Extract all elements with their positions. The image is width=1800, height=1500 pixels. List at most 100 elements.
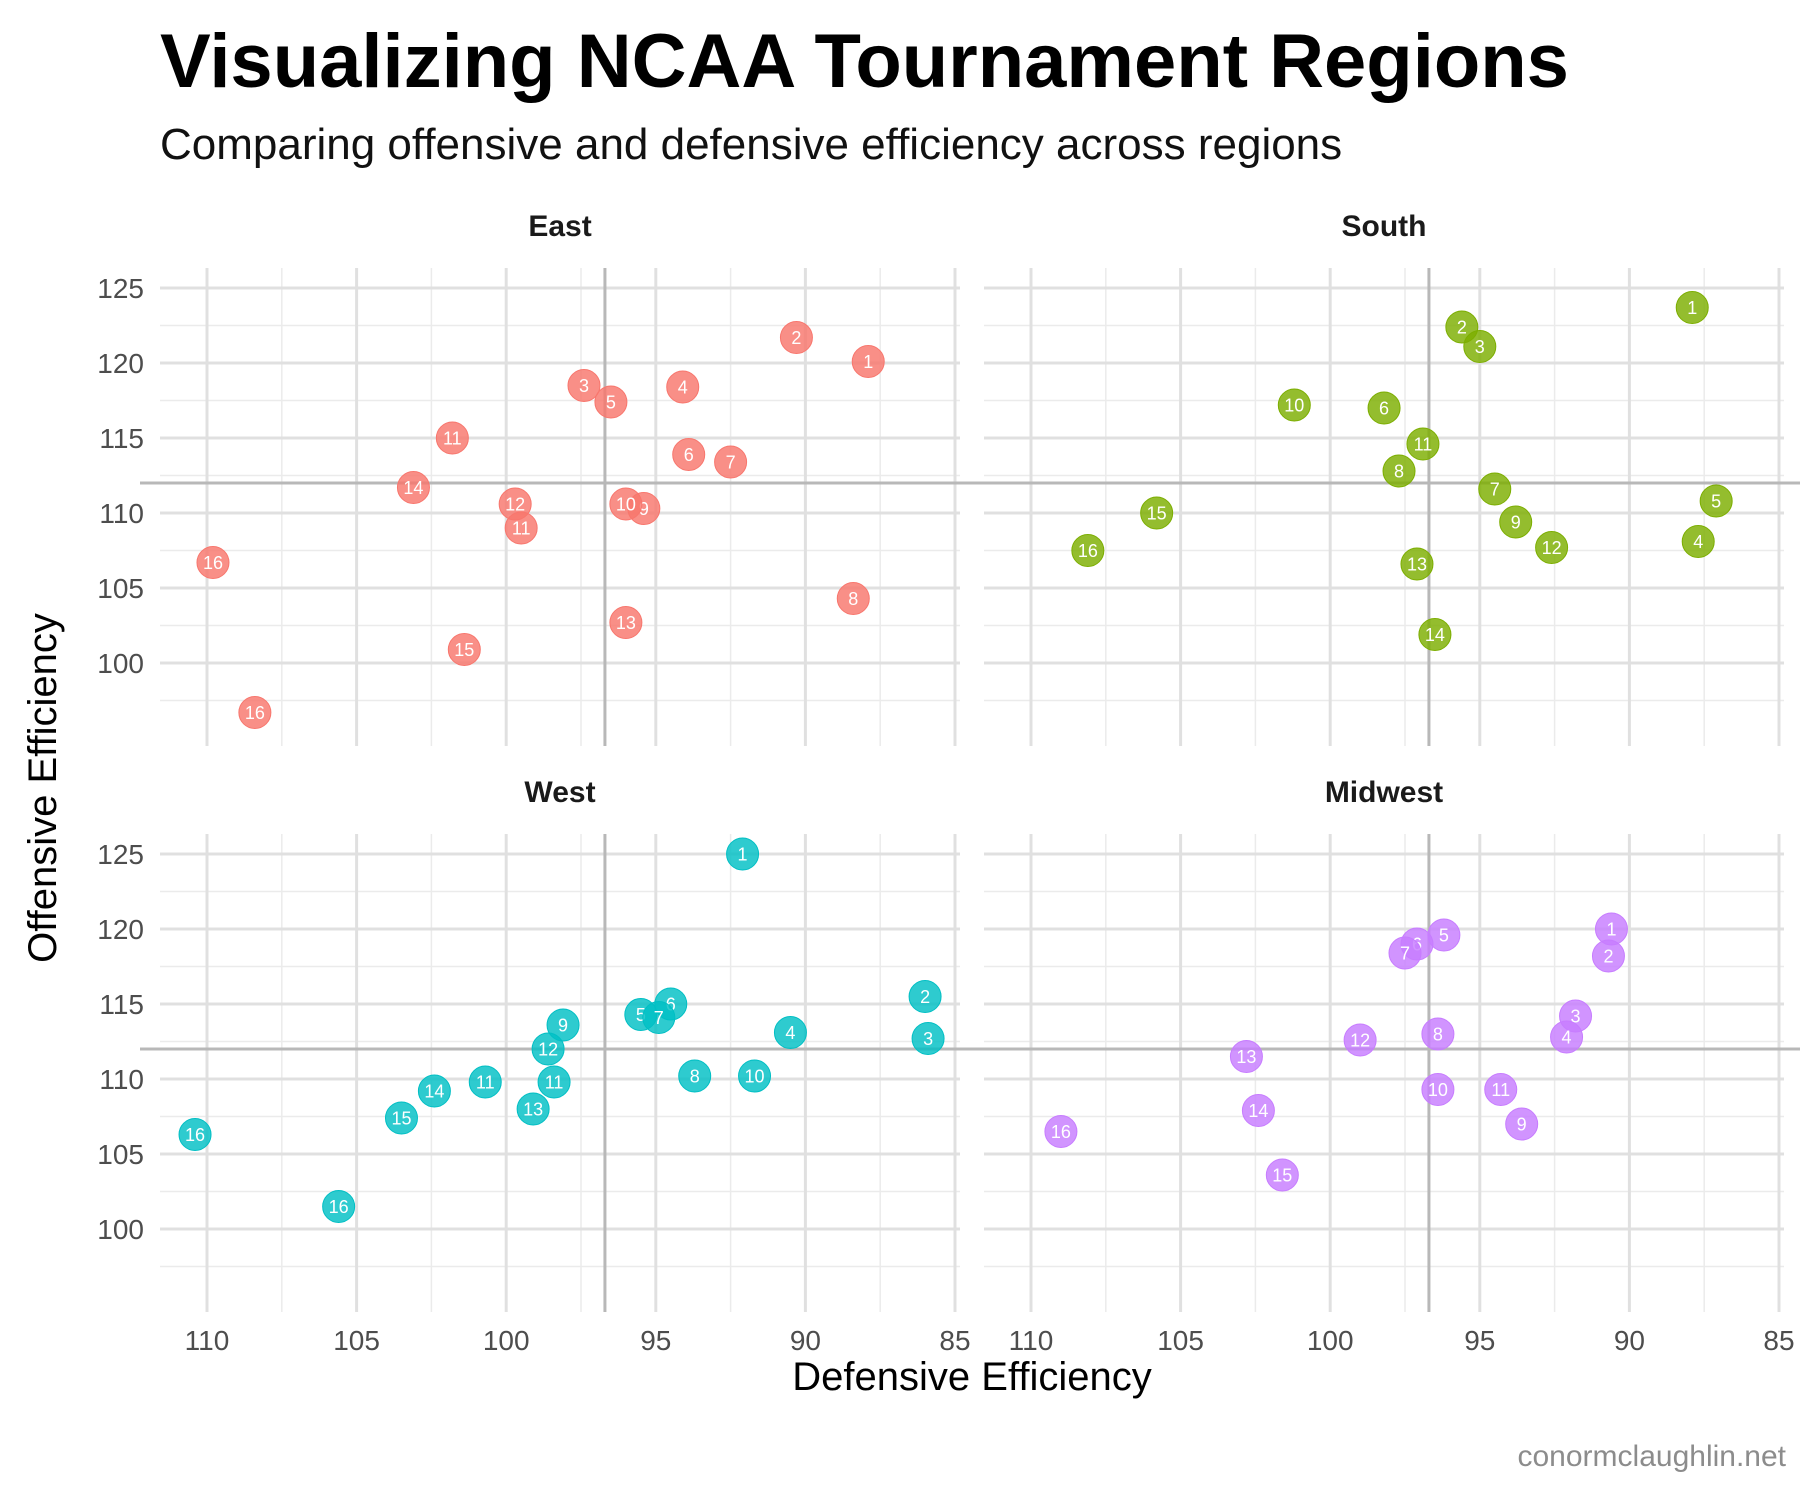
- point-midwest-seed-16: [1044, 1115, 1078, 1148]
- point-south-seed-6: [1367, 391, 1401, 425]
- point-label-east-seed-16: 16: [203, 553, 223, 573]
- facet-label-east: East: [528, 210, 591, 243]
- point-east-seed-12: [498, 487, 532, 521]
- y-tick-label: 120: [97, 348, 144, 379]
- point-label-west-seed-14: 14: [424, 1082, 444, 1102]
- point-south-seed-10: [1277, 388, 1311, 422]
- point-label-midwest-seed-9: 9: [1517, 1115, 1527, 1135]
- y-tick-label: 125: [97, 839, 144, 870]
- point-east-seed-7: [714, 445, 748, 479]
- point-east-seed-14: [396, 471, 430, 504]
- point-label-east-seed-3: 3: [579, 376, 589, 396]
- point-east-seed-4: [666, 370, 700, 404]
- point-label-midwest-seed-10: 10: [1428, 1080, 1448, 1100]
- point-label-east-seed-8: 8: [848, 589, 858, 609]
- point-label-east-seed-11: 11: [443, 429, 462, 449]
- point-label-midwest-seed-15: 15: [1272, 1166, 1292, 1186]
- point-label-south-seed-15: 15: [1147, 504, 1167, 524]
- point-label-west-seed-3: 3: [923, 1029, 933, 1049]
- point-label-south-seed-10: 10: [1284, 396, 1304, 416]
- point-west-seed-10: [738, 1059, 772, 1093]
- point-east-seed-1: [851, 345, 885, 378]
- point-label-east-seed-13: 13: [616, 613, 636, 633]
- point-east-seed-6: [672, 438, 706, 471]
- point-label-south-seed-1: 1: [1687, 298, 1697, 318]
- point-west-seed-14: [417, 1074, 451, 1108]
- point-label-west-seed-10: 10: [745, 1067, 765, 1087]
- point-label-east-seed-2: 2: [791, 328, 801, 348]
- point-label-west-seed-16: 16: [185, 1125, 205, 1145]
- point-label-south-seed-16: 16: [1078, 541, 1098, 561]
- y-axis-title: Offensive Efficiency: [21, 613, 65, 963]
- point-west-seed-8: [678, 1059, 712, 1093]
- point-label-west-seed-2: 2: [920, 987, 930, 1007]
- x-tick-label: 100: [1307, 1325, 1354, 1356]
- y-tick-label: 125: [97, 273, 144, 304]
- point-south-seed-1: [1675, 291, 1709, 324]
- point-midwest-seed-7: [1388, 936, 1422, 970]
- point-label-east-seed-7: 7: [726, 453, 736, 473]
- y-tick-label: 100: [97, 1214, 144, 1245]
- point-west-seed-7: [642, 1001, 676, 1034]
- point-label-midwest-seed-1: 1: [1606, 920, 1616, 940]
- point-label-midwest-seed-2: 2: [1603, 947, 1613, 967]
- point-label-midwest-seed-12: 12: [1350, 1031, 1370, 1051]
- point-west-seed-1: [726, 837, 760, 871]
- y-tick-label: 105: [97, 1139, 144, 1170]
- point-label-south-seed-13: 13: [1407, 555, 1427, 575]
- point-midwest-seed-8: [1421, 1017, 1455, 1051]
- point-label-east-seed-14: 14: [403, 478, 423, 498]
- point-midwest-seed-9: [1505, 1107, 1539, 1141]
- point-label-south-seed-14: 14: [1425, 625, 1445, 645]
- facet-label-south: South: [1342, 210, 1427, 243]
- point-label-midwest-seed-7: 7: [1400, 944, 1410, 964]
- x-axis-title: Defensive Efficiency: [792, 1355, 1151, 1399]
- point-label-east-seed-4: 4: [678, 378, 688, 398]
- point-label-west-seed-8: 8: [690, 1067, 700, 1087]
- point-west-seed-15: [384, 1101, 418, 1135]
- caption: conormclaughlin.net: [1517, 1440, 1787, 1473]
- point-south-seed-3: [1463, 330, 1497, 363]
- x-tick-label: 90: [1614, 1325, 1645, 1356]
- point-east-seed-10: [609, 487, 643, 521]
- point-south-seed-11: [1406, 427, 1440, 461]
- point-south-seed-15: [1140, 496, 1174, 530]
- point-label-west-seed-1: 1: [738, 845, 748, 865]
- point-label-south-seed-6: 6: [1379, 399, 1389, 419]
- point-east-seed-16: [238, 696, 272, 729]
- point-label-midwest-seed-11: 11: [1491, 1080, 1510, 1100]
- point-label-east-seed-11: 11: [512, 519, 531, 539]
- x-tick-label: 110: [1009, 1325, 1054, 1356]
- x-tick-label: 95: [1464, 1325, 1495, 1356]
- point-label-east-seed-6: 6: [684, 445, 694, 465]
- point-label-midwest-seed-13: 13: [1236, 1047, 1256, 1067]
- point-label-midwest-seed-8: 8: [1433, 1025, 1443, 1045]
- point-label-west-seed-11: 11: [476, 1073, 495, 1093]
- y-tick-label: 115: [99, 989, 144, 1020]
- y-tick-label: 115: [99, 423, 144, 454]
- point-label-east-seed-16: 16: [245, 703, 265, 723]
- point-midwest-seed-10: [1421, 1073, 1455, 1106]
- x-tick-label: 100: [483, 1325, 530, 1356]
- point-west-seed-12: [531, 1032, 565, 1066]
- point-south-seed-13: [1400, 547, 1434, 581]
- point-east-seed-16: [196, 546, 230, 579]
- point-south-seed-16: [1071, 534, 1105, 567]
- point-label-midwest-seed-5: 5: [1439, 926, 1449, 946]
- point-label-west-seed-12: 12: [538, 1040, 558, 1060]
- point-label-midwest-seed-4: 4: [1562, 1028, 1572, 1048]
- point-west-seed-16: [322, 1190, 356, 1223]
- point-label-midwest-seed-3: 3: [1571, 1007, 1581, 1027]
- point-midwest-seed-14: [1241, 1094, 1275, 1127]
- point-label-east-seed-12: 12: [505, 495, 525, 515]
- point-midwest-seed-12: [1343, 1023, 1377, 1057]
- y-tick-label: 110: [99, 1064, 144, 1095]
- point-south-seed-12: [1535, 531, 1569, 564]
- point-midwest-seed-15: [1265, 1158, 1299, 1192]
- point-west-seed-9: [546, 1008, 580, 1042]
- point-west-seed-3: [911, 1022, 945, 1055]
- point-label-east-seed-1: 1: [863, 352, 873, 372]
- point-west-seed-2: [908, 980, 942, 1013]
- point-label-east-seed-10: 10: [616, 495, 636, 515]
- point-east-seed-2: [779, 321, 813, 354]
